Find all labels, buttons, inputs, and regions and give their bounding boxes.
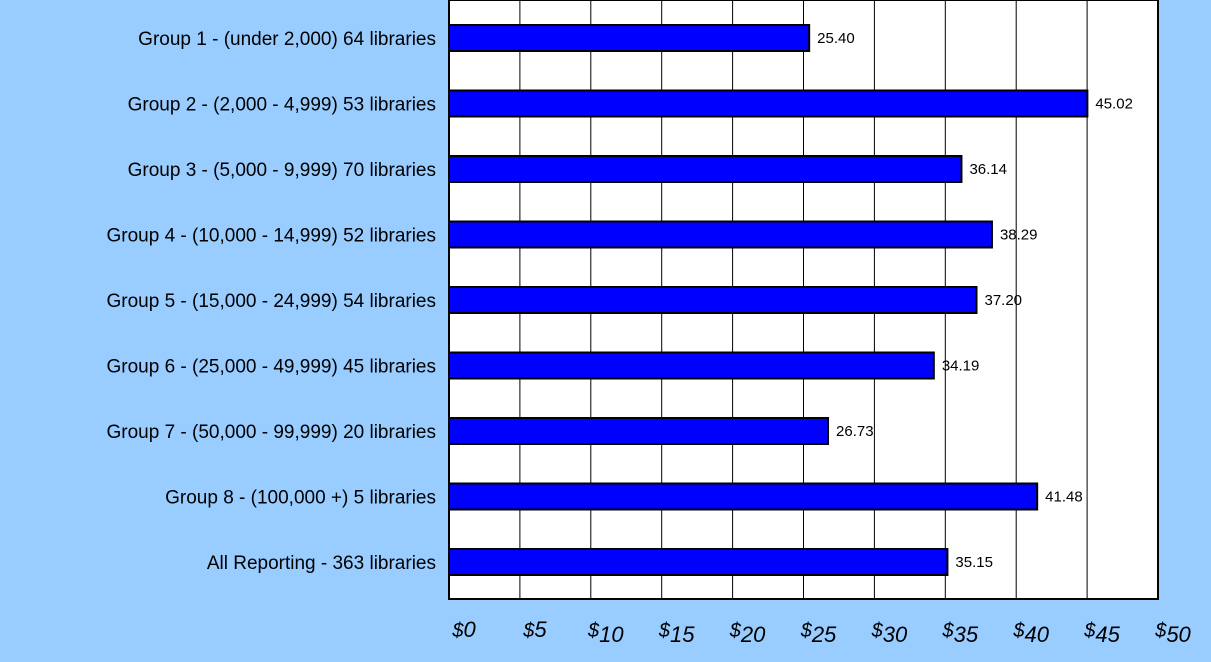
data-label-9: 35.15 bbox=[955, 554, 993, 571]
bar-6 bbox=[448, 351, 935, 380]
category-label-8: Group 8 - (100,000 +) 5 libraries bbox=[165, 488, 436, 509]
category-label-7: Group 7 - (50,000 - 99,999) 20 libraries bbox=[106, 422, 436, 443]
data-label-3: 36.14 bbox=[969, 161, 1007, 178]
bar-3 bbox=[448, 155, 963, 183]
x-tick-label-7: $35 bbox=[941, 620, 978, 647]
x-tick-label-2: $10 bbox=[587, 620, 624, 647]
category-label-3: Group 3 - (5,000 - 9,999) 70 libraries bbox=[128, 160, 436, 181]
x-tick-label-0: $0 bbox=[451, 617, 476, 642]
data-label-8: 41.48 bbox=[1045, 489, 1083, 506]
bar-1 bbox=[448, 24, 811, 52]
x-tick-label-1: $5 bbox=[522, 617, 547, 642]
data-label-2: 45.02 bbox=[1095, 96, 1133, 113]
category-label-4: Group 4 - (10,000 - 14,999) 52 libraries bbox=[106, 226, 436, 247]
category-label-2: Group 2 - (2,000 - 4,999) 53 libraries bbox=[128, 95, 436, 116]
data-label-1: 25.40 bbox=[817, 30, 855, 47]
data-label-4: 38.29 bbox=[1000, 227, 1038, 244]
category-label-1: Group 1 - (under 2,000) 64 libraries bbox=[138, 29, 436, 50]
data-label-5: 37.20 bbox=[984, 292, 1022, 309]
x-tick-label-3: $15 bbox=[658, 620, 695, 647]
x-tick-label-5: $25 bbox=[800, 620, 837, 647]
bar-9 bbox=[448, 548, 949, 576]
data-label-7: 26.73 bbox=[836, 423, 874, 440]
data-labels: 25.40 45.02 36.14 38.29 37.20 34.19 26.73 41.48… bbox=[817, 30, 1133, 571]
x-tick-label-8: $40 bbox=[1012, 620, 1049, 647]
x-tick-label-4: $20 bbox=[729, 620, 766, 647]
bar-4 bbox=[448, 220, 993, 249]
data-label-6: 34.19 bbox=[942, 358, 980, 375]
bar-7 bbox=[448, 417, 830, 445]
x-tick-label-10: $50 bbox=[1154, 620, 1191, 647]
bar-8 bbox=[448, 482, 1039, 511]
x-tick-label-6: $30 bbox=[871, 620, 908, 647]
x-tick-labels: $0 $5 $10 $15 $20 $25 $30 $35 $40 $45 $50 bbox=[451, 617, 1191, 647]
category-label-9: All Reporting - 363 libraries bbox=[207, 553, 436, 574]
category-label-5: Group 5 - (15,000 - 24,999) 54 libraries bbox=[106, 291, 436, 312]
x-tick-label-9: $45 bbox=[1083, 620, 1120, 647]
bar-2 bbox=[448, 89, 1089, 118]
bar-5 bbox=[448, 286, 978, 314]
category-label-6: Group 6 - (25,000 - 49,999) 45 libraries bbox=[106, 357, 436, 378]
category-labels: Group 1 - (under 2,000) 64 libraries Grou… bbox=[106, 29, 436, 574]
bars bbox=[448, 24, 1089, 576]
